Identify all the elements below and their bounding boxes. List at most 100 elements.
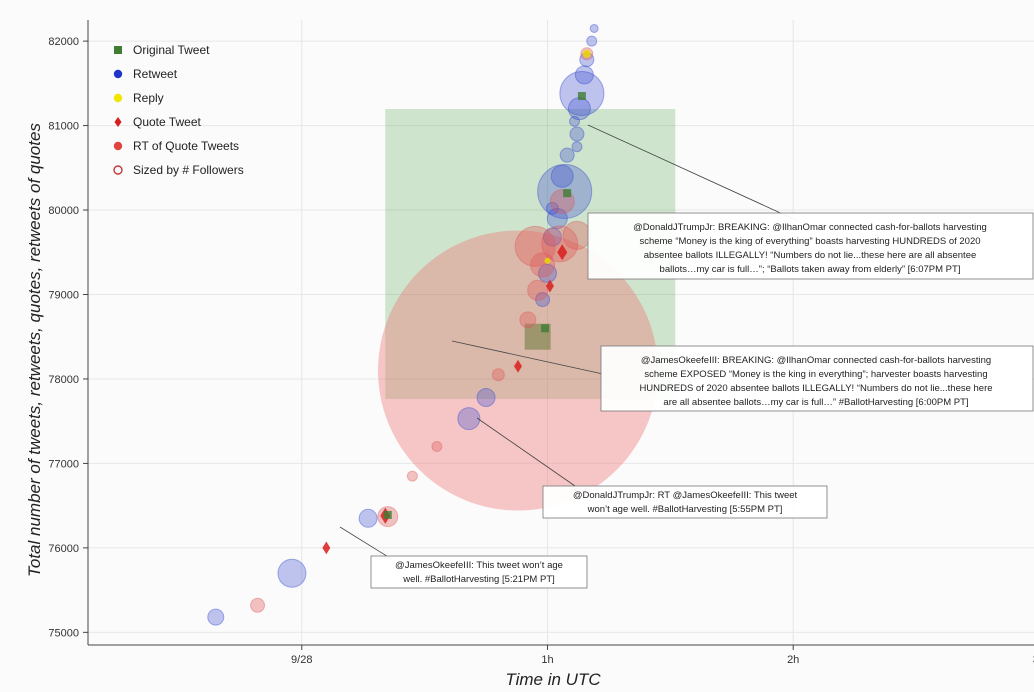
legend-entry: RT of Quote Tweets bbox=[113, 139, 239, 153]
annotation-box-background bbox=[587, 212, 1034, 280]
retweet-point bbox=[457, 407, 481, 431]
retweet-point bbox=[277, 558, 307, 588]
legend-entry: Retweet bbox=[113, 67, 178, 81]
annotation-box-okeefe-breaking: @JamesOkeefeIII: BREAKING: @IlhanOmar co… bbox=[600, 345, 1034, 412]
rt-of-quote-point bbox=[406, 470, 418, 482]
y-tick-label: 77000 bbox=[48, 458, 79, 470]
original-tweet-point bbox=[541, 324, 550, 333]
legend-circle-marker bbox=[113, 141, 123, 151]
retweet-point bbox=[569, 115, 581, 127]
x-tick-label: 9/28 bbox=[291, 654, 312, 666]
annotation-box-background bbox=[542, 485, 828, 519]
annotation-line: scheme EXPOSED “Money is the king in eve… bbox=[644, 369, 987, 380]
legend-entry: Original Tweet bbox=[114, 43, 210, 57]
legend-diamond-marker bbox=[114, 117, 122, 127]
legend-label: RT of Quote Tweets bbox=[133, 139, 239, 153]
y-tick-label: 82000 bbox=[48, 36, 79, 48]
leader-line-1 bbox=[587, 124, 799, 222]
legend-hollow-circle-marker bbox=[113, 165, 123, 175]
annotation-box-trumpjr-breaking: @DonaldJTrumpJr: BREAKING: @IlhanOmar co… bbox=[587, 212, 1034, 280]
retweet-point bbox=[358, 508, 378, 528]
retweet-point bbox=[537, 263, 557, 283]
annotation-line: well. #BallotHarvesting [5:21PM PT] bbox=[402, 574, 555, 585]
axis-ticks: 75000 76000 77000 78000 79000 80000 81000 82000… bbox=[48, 36, 1034, 666]
y-axis-title: Total number of tweets, retweets, quotes… bbox=[25, 123, 44, 577]
leader-line-3 bbox=[476, 417, 576, 487]
annotation-box-okeefe-original: @JamesOkeefeIII: This tweet won’t age we… bbox=[370, 555, 588, 589]
annotation-line: are all absentee ballots…my car is full…… bbox=[663, 397, 968, 408]
x-tick-label: 2h bbox=[787, 654, 799, 666]
annotation-leader-lines bbox=[339, 124, 799, 559]
rt-of-quote-point bbox=[562, 220, 592, 250]
original-tweet-point bbox=[577, 92, 586, 101]
retweet-point bbox=[571, 141, 583, 153]
retweet-point bbox=[550, 164, 574, 188]
legend-entry: Quote Tweet bbox=[114, 115, 201, 129]
quote-tweet-point bbox=[557, 244, 568, 261]
retweet-point bbox=[546, 207, 568, 229]
rt-of-quote-point bbox=[527, 279, 549, 301]
retweet-point bbox=[535, 292, 551, 308]
legend-label: Retweet bbox=[133, 67, 178, 81]
y-tick-label: 75000 bbox=[48, 627, 79, 639]
quote-tweet-point bbox=[514, 359, 522, 373]
annotation-box-background bbox=[370, 555, 588, 589]
annotation-line: ballots…my car is full…”; “Ballots taken… bbox=[660, 264, 961, 275]
retweet-point bbox=[586, 35, 598, 47]
retweet-point bbox=[545, 201, 559, 215]
retweet-point bbox=[207, 608, 225, 626]
axes bbox=[87, 20, 1034, 646]
legend-circle-marker bbox=[113, 93, 123, 103]
annotation-line: @DonaldJTrumpJr: BREAKING: @IlhanOmar co… bbox=[633, 222, 987, 233]
annotation-line: won’t age well. #BallotHarvesting [5:55P… bbox=[587, 504, 783, 515]
quote-tweet-point bbox=[545, 279, 554, 293]
annotation-line: absentee ballots ILLEGALLY! “Numbers do … bbox=[644, 250, 977, 261]
retweet-point bbox=[559, 147, 575, 163]
reply-point bbox=[544, 257, 551, 264]
annotation-line: @JamesOkeefeIII: BREAKING: @IlhanOmar co… bbox=[641, 355, 991, 366]
legend-entry: Sized by # Followers bbox=[113, 163, 244, 177]
y-tick-label: 80000 bbox=[48, 205, 79, 217]
retweet-point bbox=[476, 388, 496, 408]
rt-of-quote-point bbox=[541, 225, 579, 263]
grid-lines bbox=[88, 20, 1034, 645]
y-tick-label: 78000 bbox=[48, 374, 79, 386]
y-tick-label: 81000 bbox=[48, 121, 79, 133]
legend: Original Tweet Retweet Reply Quote Tweet RT … bbox=[113, 43, 244, 177]
annotation-box-trumpjr-rt: @DonaldJTrumpJr: RT @JamesOkeefeIII: Thi… bbox=[542, 485, 828, 519]
annotation-line: @JamesOkeefeIII: This tweet won’t age bbox=[395, 560, 563, 571]
leader-line-4 bbox=[339, 526, 391, 559]
legend-label: Reply bbox=[133, 91, 164, 105]
legend-circle-marker bbox=[113, 69, 123, 79]
annotation-box-background bbox=[600, 345, 1034, 412]
y-tick-label: 76000 bbox=[48, 543, 79, 555]
reply-point bbox=[582, 49, 591, 58]
data-points bbox=[207, 23, 605, 626]
rt-of-quote-point bbox=[431, 441, 443, 453]
x-tick-label: 3h bbox=[1033, 654, 1034, 666]
legend-entry: Reply bbox=[113, 91, 164, 105]
annotation-line: HUNDREDS of 2020 absentee ballots ILLEGA… bbox=[639, 383, 992, 394]
x-tick-label: 1h bbox=[541, 654, 553, 666]
legend-label: Sized by # Followers bbox=[133, 163, 244, 177]
retweet-point bbox=[569, 126, 585, 142]
retweet-point bbox=[589, 23, 599, 33]
rt-of-quote-point bbox=[491, 368, 505, 382]
rt-of-quote-point bbox=[514, 225, 556, 267]
original-tweet-point bbox=[383, 510, 392, 519]
annotation-line: @DonaldJTrumpJr: RT @JamesOkeefeIII: Thi… bbox=[573, 490, 798, 501]
highlight-markers bbox=[378, 108, 676, 511]
annotation-line: scheme “Money is the king of everything”… bbox=[639, 236, 980, 247]
retweet-point bbox=[542, 227, 562, 247]
legend-square-marker bbox=[114, 46, 122, 54]
rt-of-quote-point bbox=[250, 597, 266, 613]
y-tick-label: 79000 bbox=[48, 289, 79, 301]
leader-line-2 bbox=[451, 340, 604, 375]
legend-label: Original Tweet bbox=[133, 43, 210, 57]
original-tweet-point bbox=[563, 189, 572, 198]
x-axis-title: Time in UTC bbox=[505, 670, 601, 689]
legend-label: Quote Tweet bbox=[133, 115, 201, 129]
rt-of-quote-point bbox=[519, 311, 537, 329]
retweet-point bbox=[574, 65, 594, 85]
